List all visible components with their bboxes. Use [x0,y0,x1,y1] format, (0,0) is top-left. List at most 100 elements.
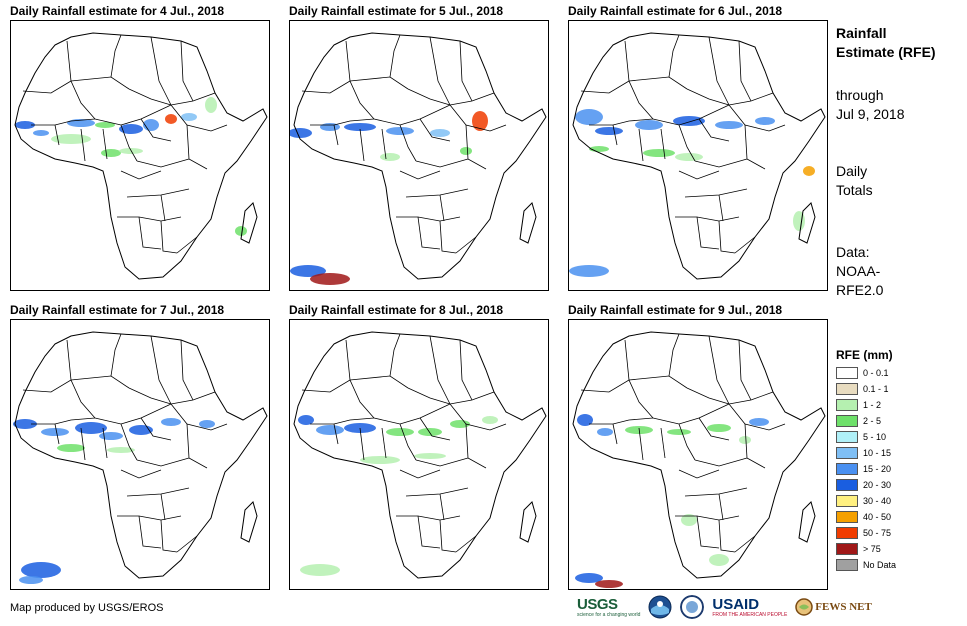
rainfall-area [380,153,400,161]
country-border [136,457,190,467]
country-border [686,88,730,106]
legend-swatch [836,367,858,379]
rainfall-area [51,134,91,144]
country-border [728,391,774,405]
country-border [417,515,441,549]
coastline [293,32,547,280]
country-border [580,379,630,393]
country-border [465,423,487,469]
rainfall-area [95,122,115,128]
country-border [66,339,96,419]
rainfall-area [235,226,247,236]
country-border [345,40,375,120]
legend-swatch [836,511,858,523]
legend-label: 50 - 75 [863,528,892,538]
country-border [120,469,162,479]
rainfall-map [289,319,549,590]
country-border [696,216,720,250]
country-border [94,403,172,425]
rainfall-area [298,415,314,425]
country-border [449,391,495,405]
usgs-logo-text: USGS [577,595,618,613]
coastline [14,331,268,579]
madagascar-outline [519,501,537,543]
rainfall-map [10,20,270,291]
country-border [126,188,190,198]
usaid-logo-text: USAID [712,595,760,613]
rainfall-area [107,447,135,453]
country-border [678,469,720,479]
rainfall-area [360,456,400,464]
rainfall-area [569,265,609,277]
legend-title: RFE (mm) [836,348,893,362]
country-border [439,194,445,222]
country-border [738,339,752,401]
rainfall-area [577,414,593,426]
country-border [744,124,766,170]
country-border [678,124,696,162]
africa-map [14,32,268,280]
country-border [652,403,730,425]
legend-item: 0.1 - 1 [836,382,889,396]
rainfall-area [181,113,197,121]
rainfall-area [33,130,49,136]
rainfall-area [75,422,107,434]
legend-label: 5 - 10 [863,432,887,442]
country-border [396,216,461,222]
country-border [381,427,387,459]
country-border [684,487,748,497]
africa-map [572,331,826,588]
country-border [160,220,178,254]
country-border [94,104,172,126]
country-border [170,92,216,106]
country-border [718,493,724,521]
country-border [589,417,654,425]
coastline [572,331,826,579]
legend-label: 2 - 5 [863,416,882,426]
country-border [54,423,60,445]
legend-swatch [836,431,858,443]
country-border [628,76,688,90]
country-border [429,36,451,106]
country-border [449,92,495,106]
legend-item: 1 - 2 [836,398,881,412]
rainfall-area [667,429,691,435]
country-border [668,333,680,377]
fews-net-logo: FEWS NET [795,598,872,616]
africa-map [569,32,826,280]
country-border [698,118,730,142]
country-border [349,76,409,90]
country-border [419,417,451,441]
country-border [399,423,417,461]
country-border [120,423,138,461]
rainfall-area [597,428,613,436]
rainfall-area [300,564,340,576]
legend-swatch [836,415,858,427]
country-border [186,423,208,469]
africa-map [290,32,547,285]
rainfall-area [290,128,312,138]
country-border [628,375,688,389]
country-border [310,417,375,425]
fews-logo-text: FEWS NET [815,601,872,613]
africa-map [13,331,268,584]
country-border [459,339,473,401]
country-border [359,128,365,162]
country-border [419,118,451,142]
legend-item: 15 - 20 [836,462,891,476]
rainfall-area [595,127,623,135]
usgs-tagline: science for a changing world [577,611,641,618]
country-border [110,34,122,78]
through-date: Jul 9, 2018 [836,106,905,122]
rainfall-area [709,554,729,566]
country-border [22,80,72,94]
country-border [612,423,618,445]
legend-swatch [836,479,858,491]
rainfall-area [739,436,751,444]
country-border [638,427,644,461]
country-border [180,339,194,401]
country-border [624,339,654,419]
country-border [381,128,387,160]
madagascar-outline [798,202,816,244]
country-border [684,188,748,198]
